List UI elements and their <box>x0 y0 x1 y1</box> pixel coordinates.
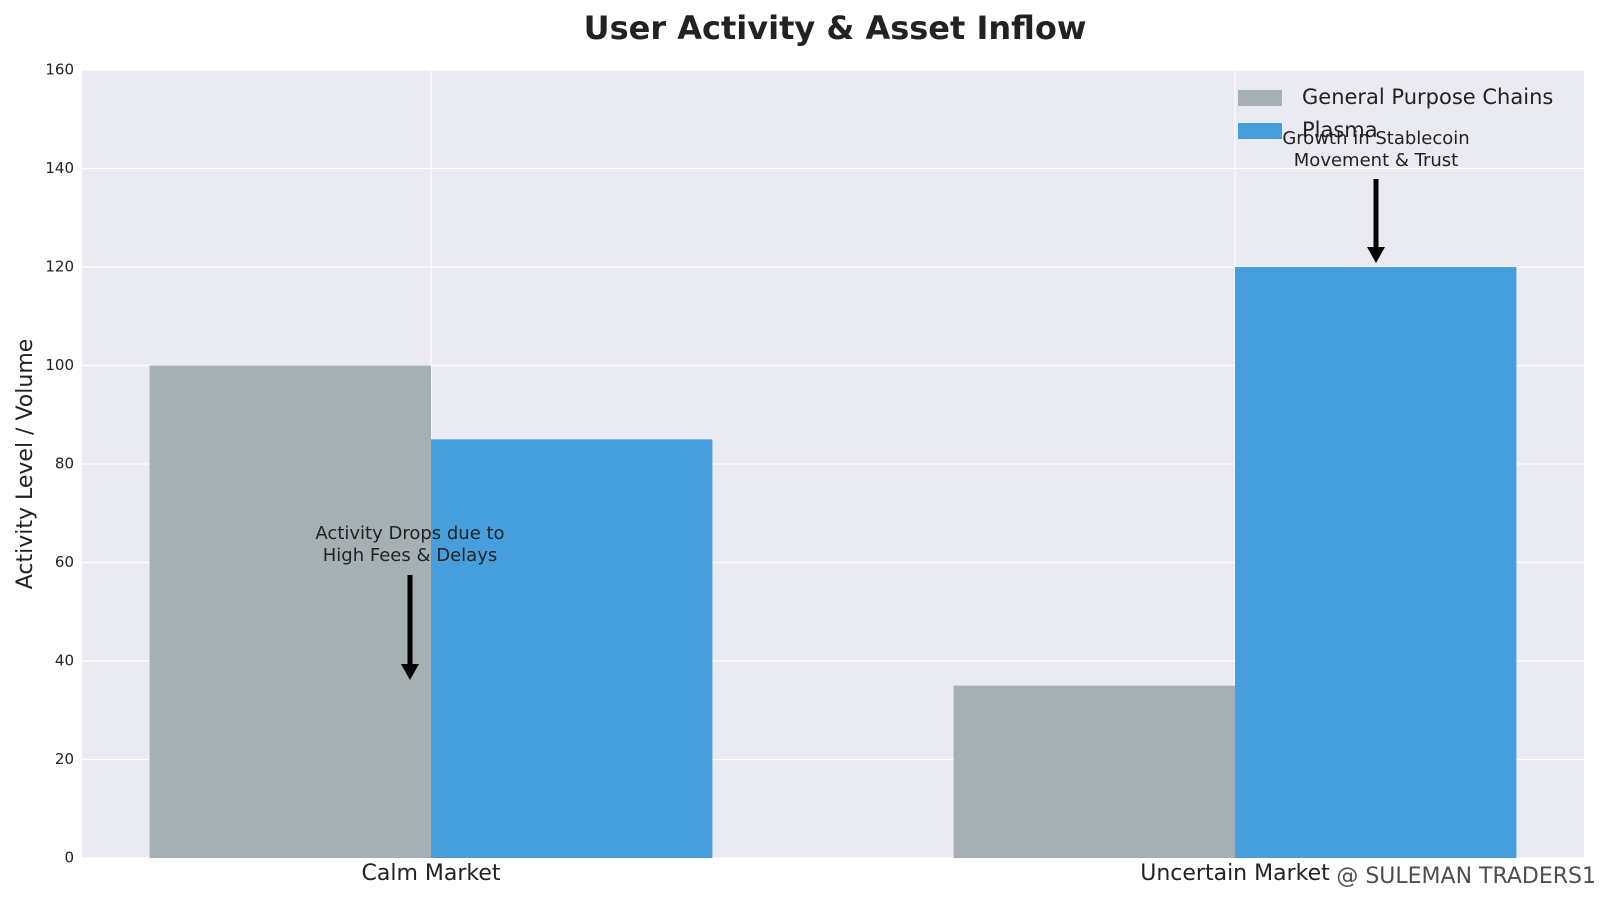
legend-swatch <box>1238 123 1282 139</box>
y-tick-label: 0 <box>64 849 74 867</box>
annotation-text: Growth in Stablecoin <box>1282 128 1469 149</box>
y-tick-label: 160 <box>45 61 74 79</box>
bar <box>953 685 1235 858</box>
y-tick-label: 100 <box>45 356 74 374</box>
marks <box>149 267 1517 858</box>
bar <box>149 365 431 858</box>
y-tick-label: 20 <box>55 750 74 768</box>
bar <box>1235 267 1517 858</box>
y-tick-label: 80 <box>55 455 74 473</box>
annotation-arrowhead <box>401 664 419 680</box>
annotation-text: Movement & Trust <box>1294 150 1458 171</box>
annotation-text: Activity Drops due to <box>315 523 504 544</box>
legend-swatch <box>1238 90 1282 106</box>
legend-label: General Purpose Chains <box>1302 85 1553 109</box>
annotation-text: High Fees & Delays <box>323 545 497 566</box>
overlay: Calm Market Uncertain Market General Purpo… <box>315 85 1596 889</box>
x-tick-label: Uncertain Market <box>1140 861 1330 886</box>
watermark: @ SULEMAN TRADERS1 <box>1336 864 1596 889</box>
x-tick-label: Calm Market <box>361 861 500 886</box>
legend-label: Plasma <box>1302 118 1378 142</box>
annotation-arrowhead <box>1367 247 1385 263</box>
y-axis-label: Activity Level / Volume <box>13 339 38 590</box>
chart-title: User Activity & Asset Inflow <box>584 9 1087 47</box>
y-tick-label: 60 <box>55 553 74 571</box>
y-tick-label: 120 <box>45 258 74 276</box>
y-tick-label: 140 <box>45 159 74 177</box>
y-tick-label: 40 <box>55 652 74 670</box>
bar <box>431 439 713 858</box>
